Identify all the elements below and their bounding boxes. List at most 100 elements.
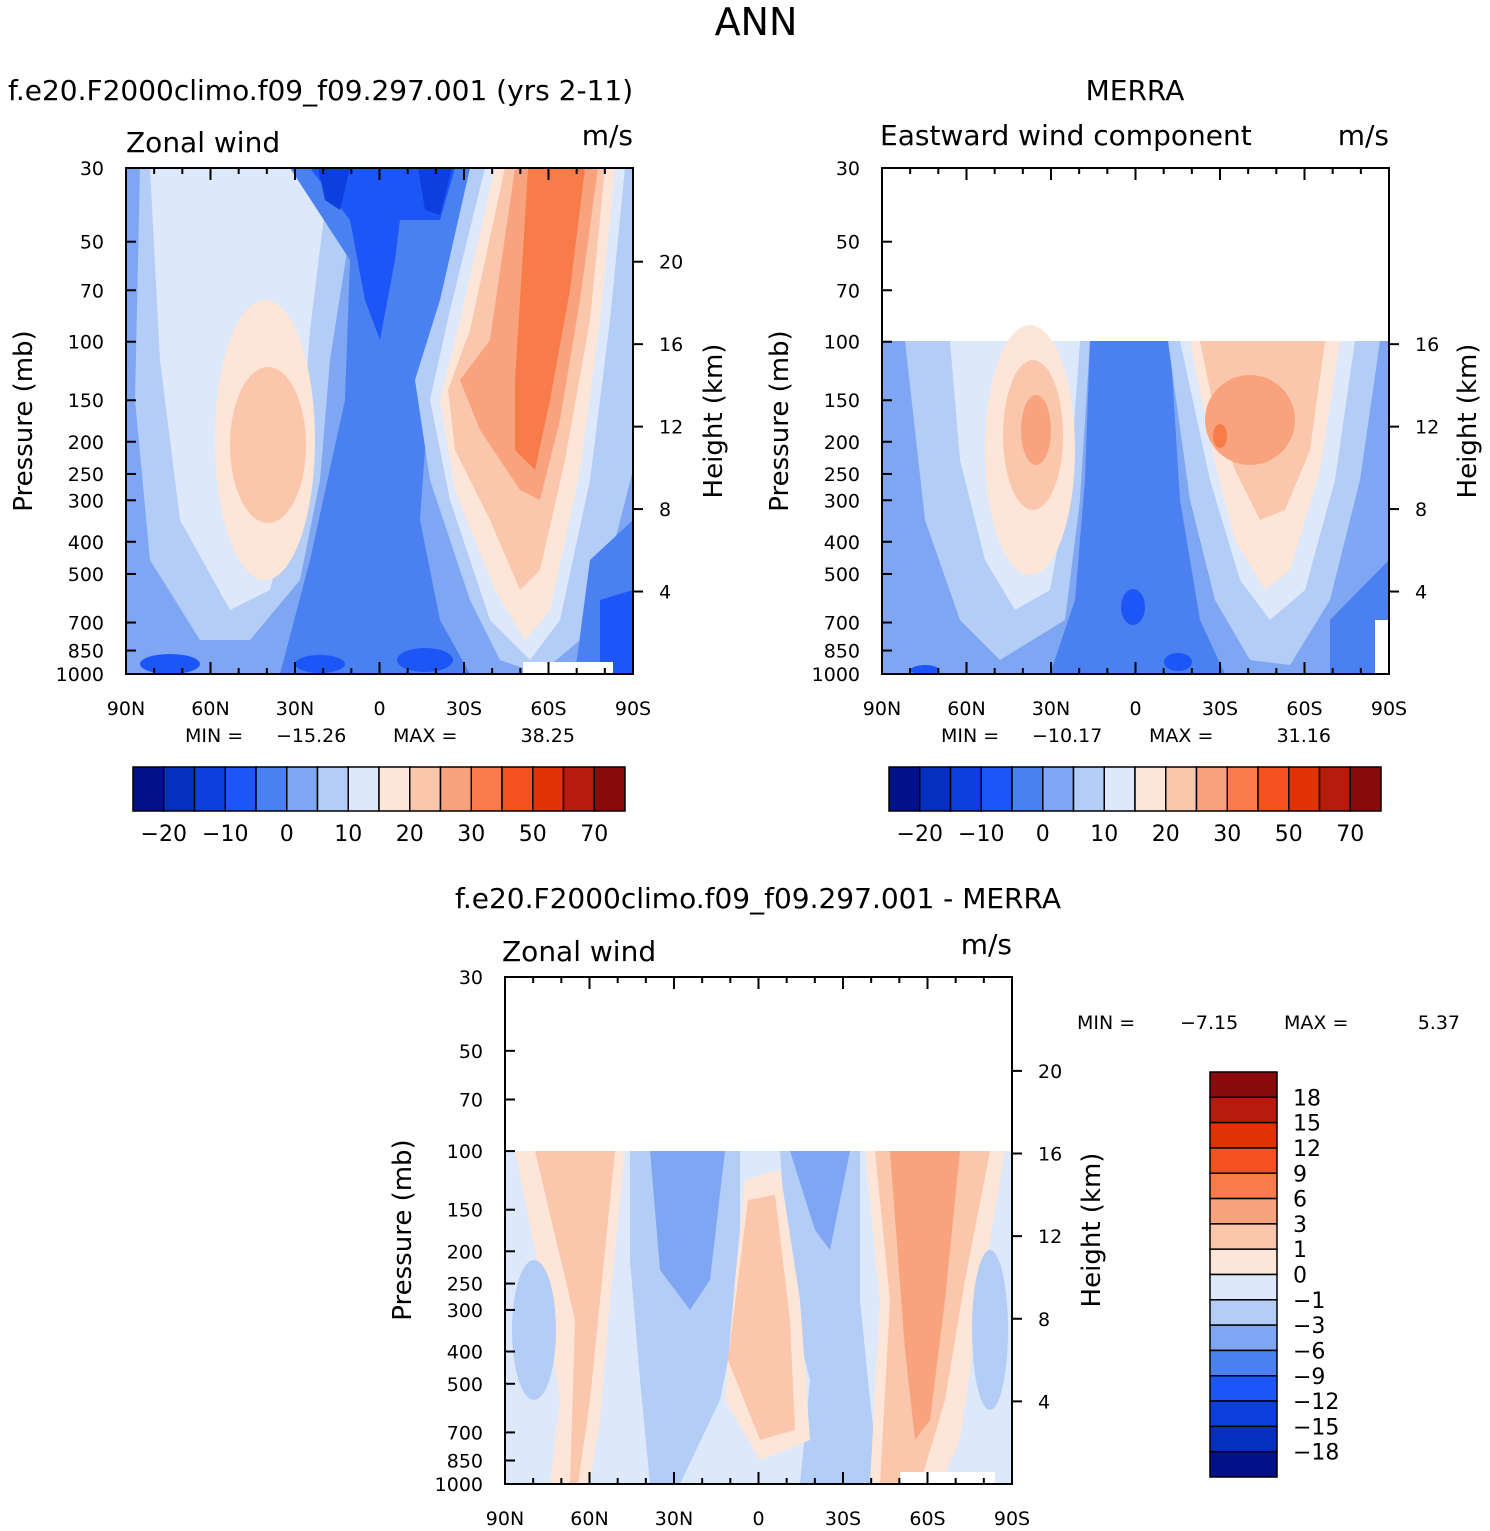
model-lat-label: 0 xyxy=(373,698,385,720)
model-strat-core-a xyxy=(318,168,350,210)
model-colorbar-box xyxy=(163,766,196,812)
diff-colorbar-label: 12 xyxy=(1293,1137,1321,1162)
diff-ptick-label: 200 xyxy=(447,1241,483,1263)
diff-colorbar-box xyxy=(1209,1375,1278,1402)
model-field-label: Zonal wind xyxy=(126,126,280,159)
model-colorbar-box xyxy=(224,766,257,812)
diff-polar-sh-neg xyxy=(972,1250,1008,1410)
obs-htick-label: 4 xyxy=(1415,582,1427,604)
model-htick-label: 12 xyxy=(659,417,683,439)
diff-colorbar-box xyxy=(1209,1071,1278,1099)
model-colorbar-label: 70 xyxy=(580,822,608,847)
obs-lat-label: 90N xyxy=(863,698,901,720)
obs-panel: MERRA Eastward wind component m/s 30 50 70… xyxy=(765,74,1483,847)
obs-tropics xyxy=(1050,341,1225,674)
diff-title: f.e20.F2000climo.f09_f09.297.001 - MERRA xyxy=(455,882,1061,915)
page-title: ANN xyxy=(715,0,798,44)
diff-ptick-label: 150 xyxy=(447,1200,483,1222)
diff-max-label: MAX = xyxy=(1284,1012,1348,1034)
obs-colorbar-box xyxy=(1288,766,1321,812)
model-ptick-label: 50 xyxy=(80,232,104,254)
model-colorbar-label: 10 xyxy=(334,822,362,847)
diff-eq-pos-core xyxy=(728,1195,795,1440)
diff-ylabel-right: Height (km) xyxy=(1077,1153,1107,1308)
obs-ptick-label: 400 xyxy=(824,532,860,554)
model-ptick-label: 30 xyxy=(80,158,104,180)
model-colorbar-box xyxy=(593,766,626,812)
model-surface-a xyxy=(140,654,200,674)
diff-colorbar-label: 0 xyxy=(1293,1264,1307,1289)
model-lat-label: 90S xyxy=(615,698,651,720)
diff-colorbar-label: 1 xyxy=(1293,1238,1307,1263)
model-ptick-label: 150 xyxy=(68,390,104,412)
obs-lat-label: 30N xyxy=(1032,698,1070,720)
obs-units: m/s xyxy=(1338,119,1389,152)
obs-colorbar-box xyxy=(1042,766,1075,812)
diff-ptick-label: 700 xyxy=(447,1422,483,1444)
obs-contour-field xyxy=(882,325,1389,674)
model-lat-label: 90N xyxy=(107,698,145,720)
diff-ptick-label: 100 xyxy=(447,1141,483,1163)
diff-lat-label: 90S xyxy=(994,1508,1030,1530)
model-colorbar-label: 0 xyxy=(280,822,294,847)
obs-ptick-label: 50 xyxy=(836,232,860,254)
obs-ylabel-right: Height (km) xyxy=(1453,344,1483,499)
diff-ptick-label: 300 xyxy=(447,1300,483,1322)
obs-ptick-label: 500 xyxy=(824,564,860,586)
model-surface-b xyxy=(295,655,345,673)
obs-colorbar-label: 70 xyxy=(1336,822,1364,847)
diff-colorbar-box xyxy=(1209,1400,1278,1428)
model-colorbar-box xyxy=(562,766,595,812)
obs-colorbar-label: 50 xyxy=(1275,822,1303,847)
diff-nh-pos-core xyxy=(535,1151,615,1484)
diff-colorbar-label: −3 xyxy=(1293,1314,1325,1339)
model-colorbar-box xyxy=(255,766,288,812)
model-lat-label: 60S xyxy=(530,698,566,720)
model-contour-field xyxy=(126,168,633,674)
obs-colorbar-label: −10 xyxy=(958,822,1004,847)
obs-colorbar-box xyxy=(1226,766,1259,812)
obs-ptick-label: 200 xyxy=(824,432,860,454)
model-colorbar: −20 −10 0 10 20 30 50 70 xyxy=(132,766,626,847)
model-ptick-label: 1000 xyxy=(56,664,104,686)
diff-colorbar-label: −1 xyxy=(1293,1289,1325,1314)
obs-htick-label: 12 xyxy=(1415,417,1439,439)
model-min-value: −15.26 xyxy=(276,725,346,747)
model-colorbar-box xyxy=(409,766,442,812)
obs-htick-label: 16 xyxy=(1415,334,1439,356)
model-colorbar-label: 30 xyxy=(457,822,485,847)
model-lat-label: 60N xyxy=(191,698,229,720)
diff-htick-label: 12 xyxy=(1038,1226,1062,1248)
obs-polar-sh xyxy=(1330,560,1389,674)
model-panel: f.e20.F2000climo.f09_f09.297.001 (yrs 2-… xyxy=(8,74,729,847)
model-colorbar-box xyxy=(347,766,380,812)
model-ylabel-right: Height (km) xyxy=(699,344,729,499)
model-htick-label: 16 xyxy=(659,334,683,356)
obs-colorbar-box xyxy=(1349,766,1382,812)
model-colorbar-box xyxy=(470,766,503,812)
model-colorbar-box xyxy=(501,766,534,812)
obs-sh-max xyxy=(1213,424,1227,448)
diff-min-label: MIN = xyxy=(1077,1012,1135,1034)
model-ptick-label: 500 xyxy=(68,564,104,586)
diff-colorbar-box xyxy=(1209,1450,1278,1478)
diff-missing-surface xyxy=(900,1472,995,1484)
model-max-value: 38.25 xyxy=(521,725,575,747)
model-title: f.e20.F2000climo.f09_f09.297.001 (yrs 2-… xyxy=(8,74,633,107)
diff-colorbar-box xyxy=(1209,1197,1278,1225)
obs-ptick-label: 300 xyxy=(824,490,860,512)
diff-colorbar-label: 15 xyxy=(1293,1112,1321,1137)
model-colorbar-box xyxy=(132,766,165,812)
obs-ptick-label: 30 xyxy=(836,158,860,180)
diff-colorbar-box xyxy=(1209,1349,1278,1377)
diff-min-value: −7.15 xyxy=(1180,1012,1238,1034)
obs-title: MERRA xyxy=(1086,74,1185,107)
diff-lat-label: 60N xyxy=(570,1508,608,1530)
model-htick-label: 8 xyxy=(659,499,671,521)
obs-colorbar-box xyxy=(1318,766,1351,812)
diff-lat-label: 30N xyxy=(655,1508,693,1530)
model-ptick-label: 250 xyxy=(68,464,104,486)
obs-ptick-label: 70 xyxy=(836,280,860,302)
